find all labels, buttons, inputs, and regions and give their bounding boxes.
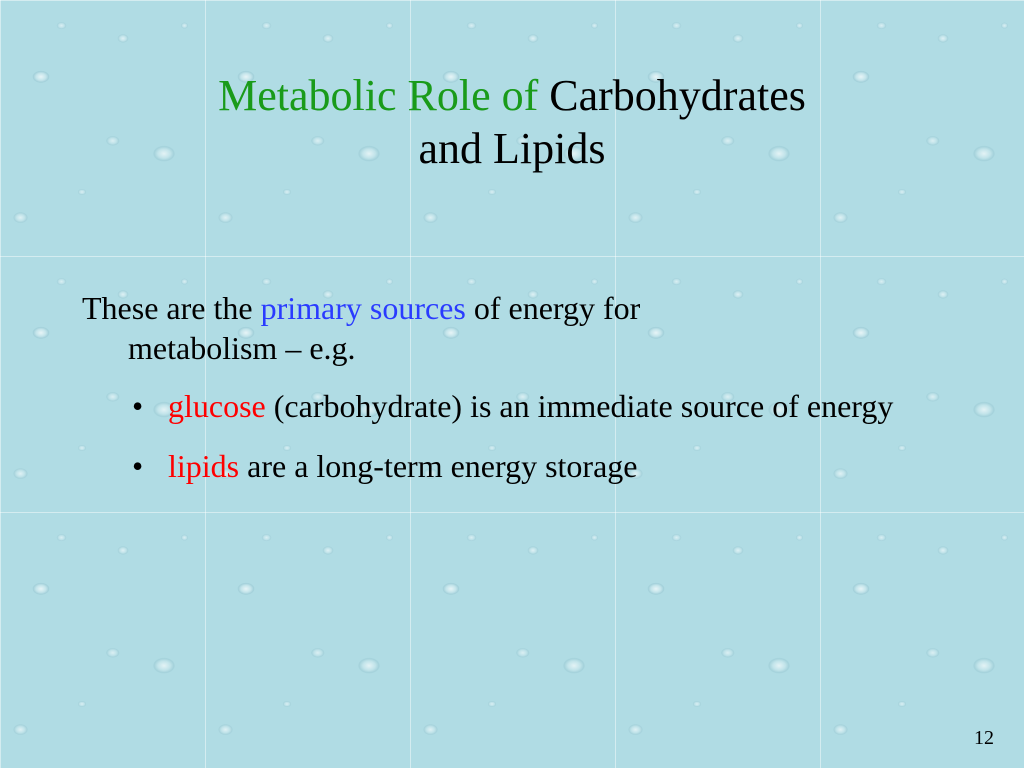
lead-after-line1: of energy for <box>466 290 640 326</box>
lead-highlight: primary sources <box>261 290 466 326</box>
presentation-slide: Metabolic Role of Carbohydrates and Lipi… <box>0 0 1024 768</box>
lead-after-line2: metabolism – e.g. <box>82 328 954 368</box>
bullet-rest: (carbohydrate) is an immediate source of… <box>266 388 894 424</box>
slide-content: Metabolic Role of Carbohydrates and Lipi… <box>0 0 1024 768</box>
lead-before: These are the <box>82 290 261 326</box>
title-prefix: Metabolic Role of <box>218 71 538 120</box>
page-number: 12 <box>974 727 994 750</box>
list-item: lipids are a long-term energy storage <box>168 446 954 486</box>
bullet-term: lipids <box>168 448 239 484</box>
title-rest-line1: Carbohydrates <box>538 71 806 120</box>
title-line2: and Lipids <box>419 124 606 173</box>
bullet-list: glucose (carbohydrate) is an immediate s… <box>82 386 954 486</box>
slide-title: Metabolic Role of Carbohydrates and Lipi… <box>0 70 1024 176</box>
slide-body: These are the primary sources of energy … <box>82 288 954 506</box>
bullet-term: glucose <box>168 388 266 424</box>
lead-paragraph: These are the primary sources of energy … <box>82 288 954 368</box>
list-item: glucose (carbohydrate) is an immediate s… <box>168 386 954 426</box>
bullet-rest: are a long-term energy storage <box>239 448 637 484</box>
